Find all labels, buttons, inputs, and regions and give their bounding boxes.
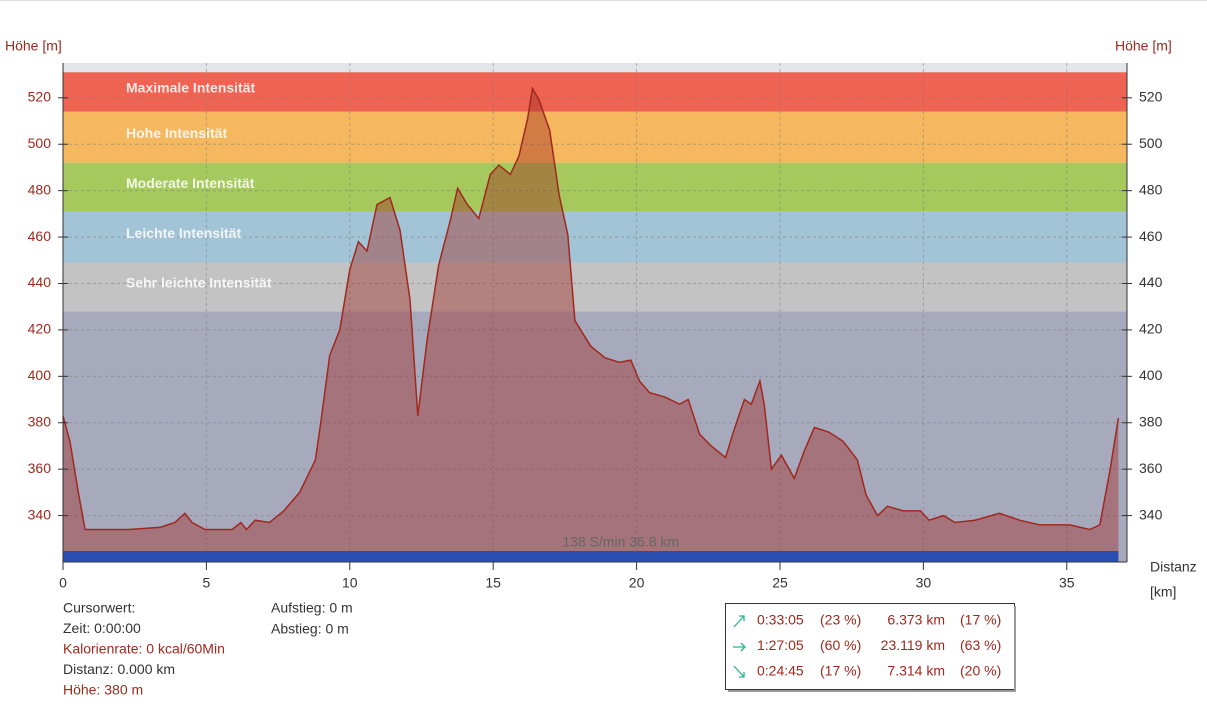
stats-cell: (17 %) (960, 612, 1001, 628)
y-tick-label: 460 (28, 228, 52, 244)
y-tick-label: 420 (28, 321, 52, 337)
y2-tick-label: 380 (1139, 413, 1163, 429)
cursor-info: Höhe: 380 m (63, 682, 143, 698)
stats-box (725, 603, 1015, 690)
band-label: Leichte Intensität (126, 225, 241, 241)
elevation-area (63, 88, 1119, 562)
band-label: Moderate Intensität (126, 175, 255, 191)
stats-cell: (60 %) (820, 637, 861, 653)
stats-cell: (23 %) (820, 612, 861, 628)
y-tick-label: 440 (28, 274, 52, 290)
cursor-info: Kalorienrate: 0 kcal/60Min (63, 641, 225, 657)
stats-cell: (20 %) (960, 663, 1001, 679)
stats-cell: 0:33:05 (757, 612, 804, 628)
y-tick-label: 400 (28, 367, 52, 383)
band-label: Sehr leichte Intensität (126, 275, 272, 291)
y-tick-label: 520 (28, 89, 52, 105)
y2-tick-label: 360 (1139, 460, 1163, 476)
x-tick-label: 10 (342, 575, 358, 591)
y2-axis-label: Höhe [m] (1115, 38, 1172, 54)
x-tick-label: 15 (485, 575, 501, 591)
y-tick-label: 480 (28, 181, 52, 197)
stats-cell: 0:24:45 (757, 663, 804, 679)
stats-cell: 6.373 km (887, 612, 945, 628)
intensity-band (63, 162, 1127, 212)
cursor-info: Zeit: 0:00:00 (63, 620, 141, 636)
climb-info: Abstieg: 0 m (271, 621, 349, 637)
y-tick-label: 360 (28, 460, 52, 476)
stats-cell: 1:27:05 (757, 637, 804, 653)
y2-tick-label: 400 (1139, 367, 1163, 383)
intensity-band (63, 111, 1127, 163)
y2-tick-label: 520 (1139, 89, 1163, 105)
y-axis-label: Höhe [m] (5, 38, 62, 54)
cursor-info: Distanz: 0.000 km (63, 661, 175, 677)
intensity-band (63, 211, 1127, 263)
band-label: Hohe Intensität (126, 125, 227, 141)
x-tick-label: 20 (629, 575, 645, 591)
stats-icons (733, 615, 746, 678)
speed-bar (63, 551, 1119, 562)
icon-up (733, 615, 745, 628)
stats-cell: 23.119 km (881, 637, 945, 653)
y2-tick-label: 420 (1139, 321, 1163, 337)
x-tick-label: 30 (916, 575, 932, 591)
y2-tick-label: 480 (1139, 181, 1163, 197)
intensity-band (63, 262, 1127, 312)
x-tick-label: 35 (1059, 575, 1075, 591)
x-axis-label: Distanz (1150, 559, 1197, 575)
plot-base (63, 311, 1127, 562)
x-tick-label: 0 (59, 575, 67, 591)
y2-tick-label: 500 (1139, 135, 1163, 151)
x-axis-label: [km] (1150, 584, 1176, 600)
y2-tick-label: 340 (1139, 506, 1163, 522)
y2-tick-label: 440 (1139, 274, 1163, 290)
stats-cell: (63 %) (960, 637, 1001, 653)
elevation-line (62, 86, 1120, 531)
stats-cell: 7.314 km (887, 663, 945, 679)
x-tick-label: 25 (772, 575, 788, 591)
y2-tick-label: 460 (1139, 228, 1163, 244)
y-tick-label: 340 (28, 506, 52, 522)
y-tick-label: 500 (28, 135, 52, 151)
intensity-band (63, 72, 1127, 112)
climb-info: Aufstieg: 0 m (271, 600, 353, 616)
band-label: Maximale Intensität (126, 80, 255, 96)
icon-flat (733, 642, 746, 652)
stats-cell: (17 %) (820, 663, 861, 679)
y-tick-label: 380 (28, 413, 52, 429)
footer-label: 138 S/min 36.8 km (562, 534, 679, 550)
x-tick-label: 5 (202, 575, 210, 591)
icon-down (733, 665, 745, 678)
cursor-info: Cursorwert: (63, 600, 135, 616)
